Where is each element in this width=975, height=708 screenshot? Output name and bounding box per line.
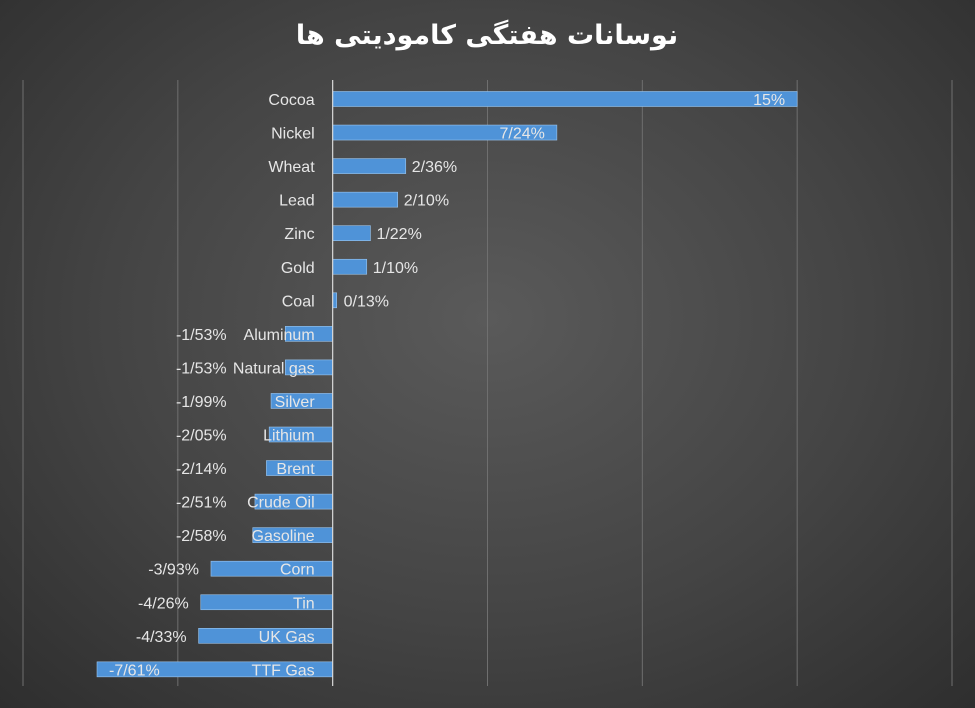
category-label: Corn bbox=[280, 562, 315, 579]
category-label: Gasoline bbox=[252, 528, 315, 545]
category-label: Crude Oil bbox=[247, 495, 315, 512]
category-label: Silver bbox=[275, 394, 316, 411]
data-label: -7/61% bbox=[109, 662, 160, 679]
bar-wheat bbox=[332, 158, 407, 174]
data-label: -4/26% bbox=[138, 595, 189, 612]
category-label: Wheat bbox=[268, 159, 315, 176]
category-label: UK Gas bbox=[259, 629, 315, 646]
category-label: Lithium bbox=[263, 428, 315, 445]
data-label: -2/58% bbox=[176, 528, 227, 545]
category-label: Natural gas bbox=[233, 360, 315, 377]
data-label: -2/14% bbox=[176, 461, 227, 478]
category-label: Brent bbox=[276, 461, 315, 478]
data-label: -3/93% bbox=[148, 562, 199, 579]
category-label: Cocoa bbox=[268, 92, 314, 109]
data-label: 0/13% bbox=[344, 293, 389, 310]
bars bbox=[96, 91, 798, 678]
category-label: Tin bbox=[293, 595, 315, 612]
bar-lead bbox=[332, 191, 398, 208]
data-labels: 15% 7/24% 2/36% 2/10% 1/22% 1/10% 0/13% -1/53% -… bbox=[109, 92, 785, 679]
data-label: -1/53% bbox=[176, 327, 227, 344]
bar-gold bbox=[332, 258, 368, 275]
data-label: -4/33% bbox=[136, 629, 187, 646]
data-label: 15% bbox=[753, 92, 785, 109]
category-label: Lead bbox=[279, 193, 315, 210]
data-label: -1/53% bbox=[176, 360, 227, 377]
category-label: TTF Gas bbox=[252, 662, 315, 679]
data-label: -2/51% bbox=[176, 495, 227, 512]
data-label: 7/24% bbox=[499, 126, 544, 143]
category-label: Aluminum bbox=[244, 327, 315, 344]
category-labels: Cocoa Nickel Wheat Lead Zinc Gold Coal Aluminum… bbox=[233, 92, 315, 679]
data-label: 2/36% bbox=[412, 159, 457, 176]
category-label: Nickel bbox=[271, 126, 315, 143]
data-label: 1/22% bbox=[376, 226, 421, 243]
data-label: 2/10% bbox=[404, 193, 449, 210]
category-label: Gold bbox=[281, 260, 315, 277]
data-label: -1/99% bbox=[176, 394, 227, 411]
category-label: Coal bbox=[282, 293, 315, 310]
bar-zinc bbox=[332, 225, 371, 241]
chart-title: نوسانات هفتگی کامودیتی ها bbox=[296, 19, 678, 51]
bar-coal bbox=[332, 292, 337, 309]
gridlines bbox=[22, 80, 953, 686]
bar-cocoa bbox=[332, 91, 798, 107]
category-label: Zinc bbox=[284, 226, 314, 243]
data-label: 1/10% bbox=[373, 260, 418, 277]
data-label: -2/05% bbox=[176, 428, 227, 445]
